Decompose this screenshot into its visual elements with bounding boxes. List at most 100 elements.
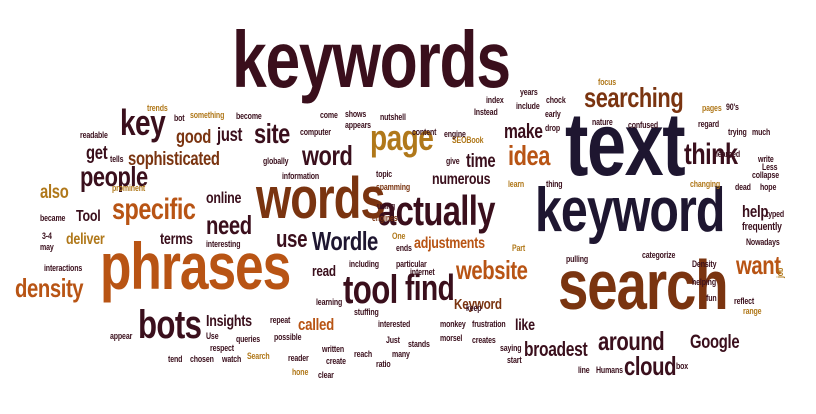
word-3-4: 3-4: [42, 231, 52, 241]
word-tool: tool: [343, 268, 398, 312]
word-think: think: [684, 138, 738, 171]
word-get: get: [86, 143, 108, 164]
word-Use: Use: [206, 331, 219, 341]
word-appears: appears: [345, 120, 371, 130]
word-globally: globally: [263, 156, 289, 166]
word-box: box: [676, 361, 689, 371]
word-keywords: keywords: [232, 15, 511, 104]
word-helping: helping: [692, 277, 716, 287]
word-Keyword: Keyword: [454, 296, 502, 313]
word-regard: regard: [698, 119, 720, 129]
word-internet: internet: [410, 267, 435, 277]
word-word: word: [302, 140, 353, 171]
word-keep: keep: [466, 303, 482, 313]
word-people: people: [80, 161, 148, 192]
word-create: create: [326, 356, 346, 366]
word-want: want: [736, 250, 781, 280]
word-job: job: [775, 267, 785, 278]
word-categorize: categorize: [642, 250, 676, 260]
word-find: find: [405, 267, 455, 308]
word-range: range: [743, 306, 762, 316]
word-frustration: frustration: [472, 319, 506, 329]
word-Tool: Tool: [76, 208, 101, 225]
word-idea: idea: [508, 140, 550, 171]
word-become: become: [236, 111, 262, 121]
word-engine: engine: [444, 129, 466, 139]
word-SEOBook: SEOBook: [452, 135, 484, 145]
word-Density: Density: [692, 259, 717, 269]
word-tend: tend: [168, 354, 183, 364]
word-called: called: [298, 315, 335, 334]
word-search: search: [558, 246, 729, 324]
word-words: words: [256, 166, 386, 231]
word-became: became: [40, 213, 66, 223]
word-trying: trying: [728, 127, 747, 137]
word-ratio: ratio: [376, 359, 391, 369]
word-hope: hope: [760, 182, 777, 192]
word-written: written: [322, 344, 345, 354]
word-come: come: [320, 110, 338, 120]
word-trends: trends: [147, 103, 168, 113]
word-key: key: [120, 102, 166, 143]
word-learn: learn: [508, 179, 525, 189]
word-readable: readable: [80, 130, 108, 140]
word-deliver: deliver: [66, 231, 105, 248]
word-line: line: [578, 365, 590, 375]
word-respect: respect: [210, 343, 234, 353]
word-bot: bot: [174, 113, 185, 123]
word-Google: Google: [690, 332, 740, 353]
word-Search: Search: [247, 351, 270, 361]
word-like: like: [515, 317, 535, 334]
word-also: also: [40, 182, 69, 203]
word-phrases: phrases: [100, 229, 291, 303]
word-good: good: [176, 127, 212, 148]
word-start: start: [507, 355, 522, 365]
word-actually: actually: [378, 187, 495, 234]
word-Humans: Humans: [596, 365, 623, 375]
word-may: may: [40, 242, 54, 252]
word-early: early: [545, 109, 561, 119]
word-much: much: [752, 127, 771, 137]
word-use: use: [276, 226, 308, 253]
word-topic: topic: [376, 169, 393, 179]
word-something: something: [190, 110, 225, 120]
word-stuffing: stuffing: [354, 307, 379, 317]
word-Insights: Insights: [206, 313, 252, 330]
word-90s: 90's: [726, 102, 739, 112]
word-numerous: numerous: [432, 171, 491, 188]
word-time: time: [466, 151, 496, 172]
word-Nowadays: Nowadays: [746, 237, 780, 247]
word-years: years: [520, 87, 538, 97]
word-online: online: [206, 190, 242, 207]
word-help: help: [742, 202, 769, 221]
word-make: make: [504, 121, 543, 143]
word-prominent: prominent: [112, 183, 146, 193]
word-give: give: [446, 156, 460, 166]
word-hone: hone: [292, 367, 309, 377]
word-One: One: [392, 231, 406, 241]
word-thing: thing: [546, 179, 563, 189]
word-Less: Less: [762, 162, 778, 172]
word-shows: shows: [345, 109, 367, 119]
word-reader: reader: [288, 353, 309, 363]
word-computer: computer: [300, 127, 331, 137]
word-ends: ends: [396, 243, 412, 253]
word-interested: interested: [378, 319, 411, 329]
word-many: many: [392, 349, 410, 359]
word-typed: typed: [766, 209, 785, 219]
word-stands: stands: [408, 339, 430, 349]
word-just: just: [217, 125, 243, 146]
word-Part: Part: [512, 243, 526, 253]
word-information: information: [282, 171, 320, 181]
word-learned: learned: [716, 149, 740, 159]
word-index: index: [486, 95, 504, 105]
word-clear: clear: [318, 370, 334, 380]
word-nutshell: nutshell: [380, 112, 406, 122]
word-chosen: chosen: [190, 354, 214, 364]
word-sophisticated: sophisticated: [128, 149, 220, 170]
word-collapse: collapse: [752, 170, 779, 180]
word-Just: Just: [386, 335, 400, 345]
word-write: write: [758, 154, 774, 164]
word-frequently: frequently: [742, 221, 782, 233]
